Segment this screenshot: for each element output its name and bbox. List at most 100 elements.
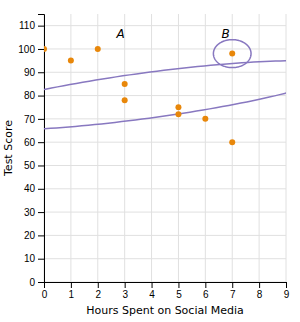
grid-line-y [44, 212, 286, 213]
x-tick-label: 2 [95, 289, 101, 300]
point [44, 46, 47, 52]
y-axis: 0 10 20 30 40 50 60 70 80 90 100 110 [18, 15, 44, 288]
x-axis: 0 1 2 3 4 5 6 7 8 9 [42, 282, 290, 300]
y-tick-mark [38, 282, 44, 283]
x-tick: 4 [149, 282, 155, 300]
grid-line-y [44, 95, 286, 96]
y-tick-mark [38, 119, 44, 120]
y-tick: 100 [18, 44, 44, 55]
y-tick: 0 [29, 277, 44, 288]
x-axis-title: Hours Spent on Social Media [86, 304, 244, 317]
grid-line-y [44, 72, 286, 73]
grid-line-x [97, 14, 98, 282]
x-tick-mark [98, 282, 99, 288]
grid-line-y [44, 188, 286, 189]
x-tick-mark [232, 282, 233, 288]
grid-line-x [286, 14, 287, 282]
y-tick-label: 90 [24, 67, 36, 78]
y-tick-label: 10 [24, 253, 36, 264]
x-tick: 7 [230, 282, 236, 300]
y-tick: 80 [24, 90, 44, 101]
grid-line-y [44, 118, 286, 119]
annotation: A [116, 27, 125, 41]
x-tick-label: 7 [230, 289, 236, 300]
x-tick-mark [286, 282, 287, 288]
y-tick-mark [38, 165, 44, 166]
x-tick-label: 1 [69, 289, 75, 300]
point [175, 111, 181, 117]
y-tick-label: 30 [24, 207, 36, 218]
grid-line-x [151, 14, 152, 282]
point [68, 58, 74, 64]
grid-line-y [44, 258, 286, 259]
y-tick-label: 80 [24, 90, 36, 101]
x-tick-mark [205, 282, 206, 288]
grid [44, 14, 286, 282]
x-tick-mark [259, 282, 260, 288]
x-tick-mark [125, 282, 126, 288]
y-tick-label: 100 [18, 44, 35, 55]
y-tick: 50 [24, 160, 44, 171]
y-tick-label: 20 [24, 230, 36, 241]
point [95, 46, 101, 52]
x-tick: 1 [69, 282, 75, 300]
point [122, 81, 128, 87]
x-tick-label: 9 [284, 289, 290, 300]
y-tick-mark [38, 49, 44, 50]
plot: 01234567890102030405060708090100110AB [0, 14, 300, 300]
grid-line-x [124, 14, 125, 282]
point [175, 104, 181, 110]
x-tick-mark [71, 282, 72, 288]
y-axis-line [38, 15, 45, 283]
y-tick-mark [38, 259, 44, 260]
x-tick-label: 8 [257, 289, 263, 300]
y-tick-label: 0 [29, 277, 35, 288]
y-tick: 10 [24, 253, 44, 264]
marks [44, 40, 286, 146]
grid-line-x [259, 14, 260, 282]
y-tick-label: 110 [19, 20, 35, 31]
y-tick-mark [38, 189, 44, 190]
x-axis-line [45, 283, 287, 289]
point [229, 51, 235, 57]
x-tick: 6 [203, 282, 209, 300]
grid-line-x [205, 14, 206, 282]
y-tick-mark [38, 212, 44, 213]
annotation: B [221, 27, 229, 41]
y-tick: 30 [24, 207, 44, 218]
y-tick-mark [38, 235, 44, 236]
x-tick-label: 3 [122, 289, 128, 300]
y-tick: 110 [19, 20, 44, 31]
point [122, 97, 128, 103]
y-tick: 60 [24, 137, 44, 148]
y-tick-mark [38, 72, 44, 73]
grid-line-y [44, 142, 286, 143]
grid-line-y [44, 235, 286, 236]
x-tick: 0 [42, 282, 48, 300]
x-tick: 2 [95, 282, 101, 300]
y-tick-mark [38, 26, 44, 27]
x-tick-mark [178, 282, 179, 288]
y-tick: 70 [24, 114, 44, 125]
y-tick: 40 [24, 183, 44, 194]
x-tick-label: 0 [42, 289, 48, 300]
grid-line-x [178, 14, 179, 282]
point [202, 116, 208, 122]
x-tick-mark [152, 282, 153, 288]
grid-line-y [44, 25, 286, 26]
x-tick-label: 5 [176, 289, 182, 300]
y-axis-title: Test Score [2, 120, 15, 177]
x-tick: 9 [284, 282, 290, 300]
ellipse [213, 40, 251, 68]
ellipse [44, 61, 286, 131]
grid-line-x [70, 14, 71, 282]
x-tick: 8 [257, 282, 263, 300]
y-tick-label: 60 [24, 137, 36, 148]
y-tick-label: 50 [24, 160, 36, 171]
y-tick: 20 [24, 230, 44, 241]
y-tick-label: 70 [24, 114, 36, 125]
x-tick-label: 4 [149, 289, 155, 300]
point [229, 139, 235, 145]
y-tick: 90 [24, 67, 44, 78]
x-tick: 3 [122, 282, 128, 300]
